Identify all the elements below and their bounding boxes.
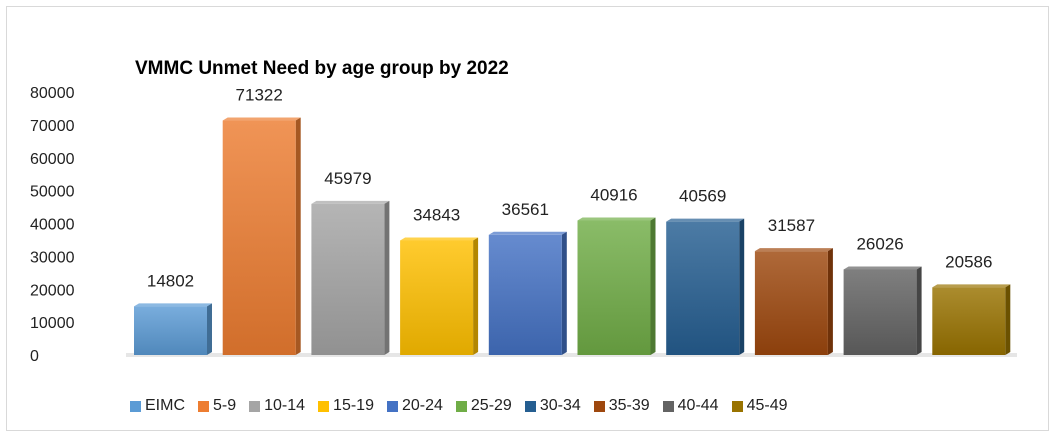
y-tick-label: 50000 [30, 184, 75, 201]
bar-side [473, 237, 479, 355]
data-label: 71322 [236, 86, 283, 105]
legend-swatch [386, 400, 398, 412]
data-label: 14802 [147, 271, 194, 290]
data-label: 36561 [502, 200, 549, 219]
legend-swatch [593, 400, 605, 412]
legend-swatch [455, 400, 467, 412]
bar-20-24 [488, 234, 562, 355]
y-tick-label: 0 [30, 348, 39, 365]
bar-side [207, 303, 212, 355]
bar-5-9 [222, 120, 296, 355]
legend-swatch [198, 400, 209, 412]
bar-side [650, 217, 656, 355]
bar-side [739, 218, 745, 355]
data-label: 40569 [679, 187, 726, 206]
y-tick-label: 30000 [30, 249, 75, 266]
legend-item: 20-24 [386, 397, 443, 415]
legend-item: 35-39 [593, 397, 650, 415]
y-tick-label: 20000 [30, 282, 75, 299]
chart-floor [126, 353, 1017, 357]
data-label: 40916 [590, 185, 637, 204]
bar-top [577, 217, 656, 221]
bar-top [311, 200, 390, 204]
legend-item: 40-44 [662, 397, 719, 415]
y-tick-label: 40000 [30, 217, 75, 234]
chart-frame [6, 6, 1049, 431]
legend-label: 30-34 [539, 397, 581, 414]
chart-legend: EIMC 5-9 10-14 15-19 20-24 25-29 30-34 35-39 40-… [130, 395, 788, 417]
bar-top [222, 117, 301, 121]
legend-item: 15-19 [318, 397, 374, 415]
y-tick-label: 10000 [30, 315, 75, 332]
bar-side [827, 248, 833, 355]
bar-35-39 [754, 251, 828, 355]
legend-label: 45-49 [746, 397, 788, 414]
legend-swatch [524, 400, 536, 412]
bar-side [561, 231, 567, 355]
bar-side [916, 266, 922, 355]
bar-top [932, 284, 1011, 288]
legend-label: 10-14 [264, 397, 306, 414]
bar-top [488, 231, 567, 235]
data-label: 34843 [413, 205, 460, 224]
bar-EIMC [134, 306, 207, 355]
legend-label: 20-24 [401, 397, 443, 414]
legend-swatch [318, 400, 330, 412]
y-tick-label: 70000 [30, 118, 75, 135]
legend-swatch [130, 400, 141, 412]
legend-swatch [731, 400, 743, 412]
bar-side [1005, 284, 1011, 355]
chart-title: VMMC Unmet Need by age group by 2022 [135, 58, 509, 79]
legend-label: 40-44 [677, 397, 719, 414]
legend-label: EIMC [145, 397, 185, 414]
legend-swatch [249, 400, 261, 412]
data-label: 45979 [324, 169, 371, 188]
legend-swatch [662, 400, 674, 412]
data-label: 26026 [856, 234, 903, 253]
bar-side [384, 200, 390, 355]
bar-30-34 [666, 221, 740, 355]
bar-40-44 [843, 269, 917, 355]
bar-top [400, 237, 479, 241]
bar-10-14 [311, 203, 385, 355]
bar-side [295, 117, 301, 355]
legend-item: EIMC [130, 397, 185, 415]
bar-15-19 [400, 240, 474, 355]
bar-top [134, 303, 212, 307]
legend-item: 45-49 [731, 397, 788, 415]
legend-item: 10-14 [249, 397, 305, 415]
legend-item: 25-29 [455, 397, 512, 415]
legend-label: 35-39 [608, 397, 650, 414]
bar-45-49 [932, 287, 1006, 355]
bar-top [843, 266, 922, 270]
data-label: 20586 [945, 252, 992, 271]
bar-top [754, 248, 833, 252]
legend-item: 30-34 [524, 397, 581, 415]
bar-25-29 [577, 220, 651, 355]
bar-top [666, 218, 745, 222]
y-tick-label: 60000 [30, 151, 75, 168]
data-label: 31587 [768, 216, 815, 235]
legend-label: 5-9 [213, 397, 237, 414]
legend-label: 25-29 [470, 397, 512, 414]
y-tick-label: 80000 [30, 85, 75, 102]
legend-item: 5-9 [198, 397, 236, 415]
legend-label: 15-19 [333, 397, 374, 414]
